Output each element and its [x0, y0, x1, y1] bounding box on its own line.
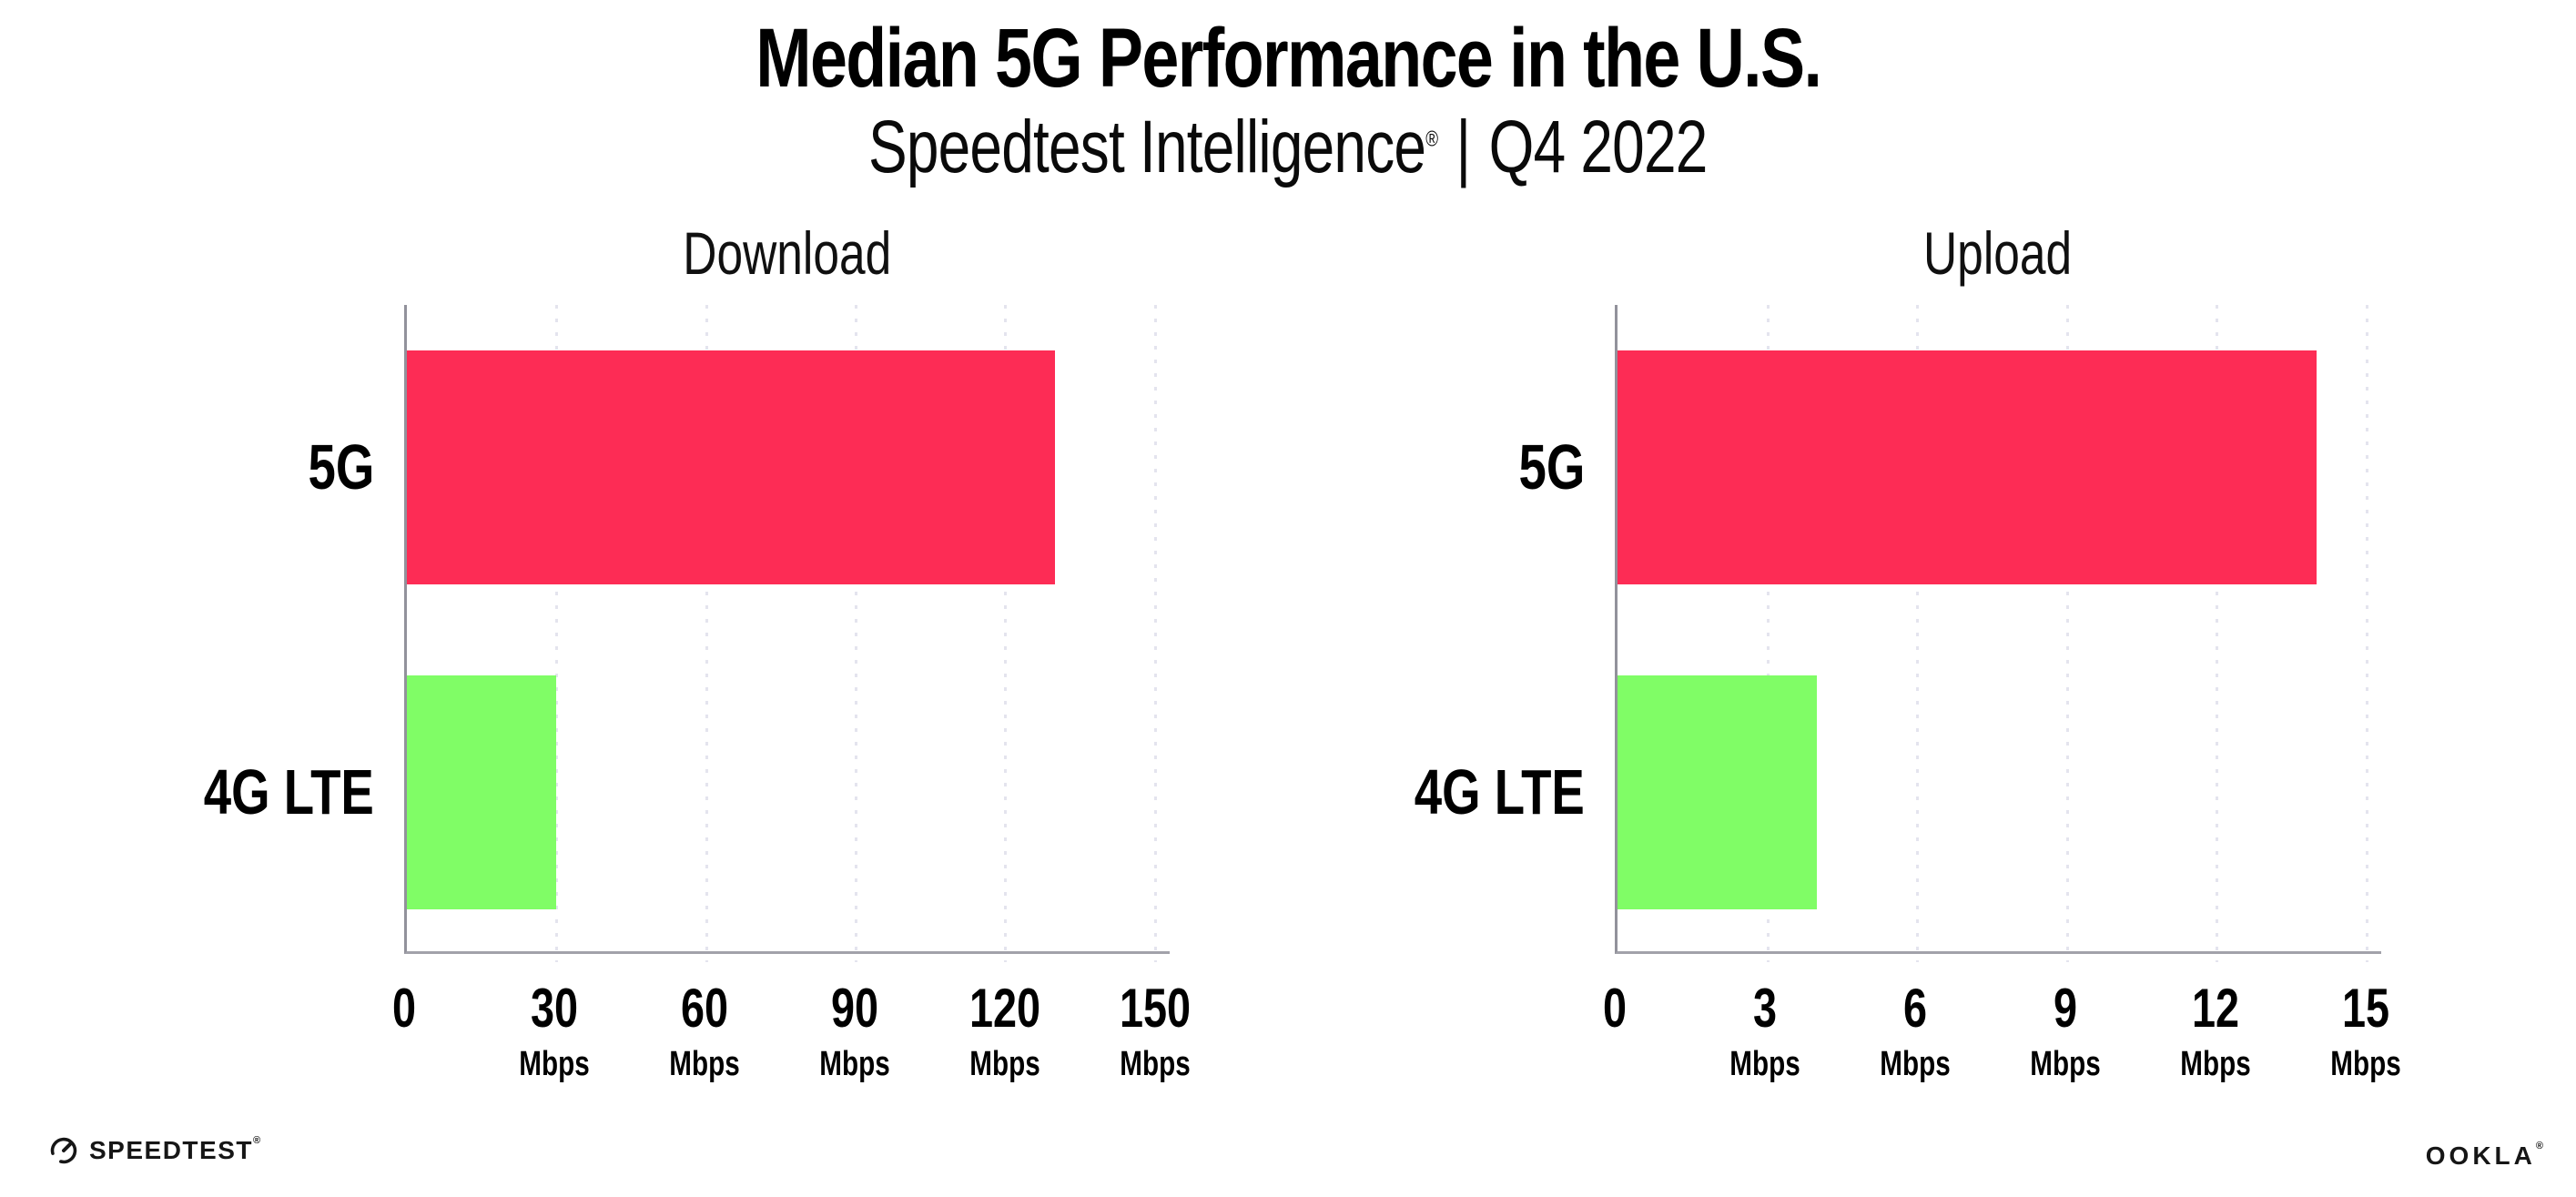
x-tick-unit: Mbps: [519, 1045, 590, 1083]
category-label-5g: 5G: [308, 431, 374, 502]
x-tick-unit: Mbps: [819, 1045, 890, 1083]
category-label-4g-lte: 4G LTE: [1414, 756, 1585, 827]
registered-mark: ®: [2535, 1141, 2547, 1151]
gridline-90: [854, 305, 857, 962]
gridline-6: [1916, 305, 1920, 962]
x-tick-0: 0: [1599, 981, 1629, 1036]
ookla-logo: OOKLA®: [2425, 1141, 2547, 1171]
x-tick-120: 120 Mbps: [959, 978, 1050, 1083]
x-tick-value: 150: [1119, 978, 1191, 1039]
x-tick-9: 9 Mbps: [2021, 978, 2111, 1083]
category-label-5g: 5G: [1518, 431, 1585, 502]
x-tick-60: 60 Mbps: [659, 978, 749, 1083]
x-tick-unit: Mbps: [1880, 1045, 1951, 1083]
x-tick-unit: Mbps: [669, 1045, 740, 1083]
subtitle-brand: Speedtest Intelligence: [868, 105, 1426, 188]
page-subtitle: Speedtest Intelligence® | Q4 2022: [0, 105, 2576, 188]
registered-mark: ®: [252, 1135, 262, 1146]
x-tick-value: 90: [830, 978, 878, 1039]
x-tick-value: 30: [530, 978, 578, 1039]
bar-4g-lte: [1618, 675, 1818, 909]
gridline-150: [1153, 305, 1157, 962]
x-tick-value: 15: [2342, 978, 2390, 1039]
x-tick-value: 6: [1903, 978, 1928, 1039]
x-tick-unit: Mbps: [1729, 1045, 1800, 1083]
x-tick-30: 30 Mbps: [509, 978, 599, 1083]
gridline-30: [555, 305, 559, 962]
download-plot-area: 5G 4G LTE: [204, 305, 1170, 962]
x-tick-value: 0: [1602, 978, 1628, 1039]
speedometer-gauge-icon: [49, 1136, 78, 1165]
gridline-15: [2365, 305, 2368, 962]
bar-5g: [407, 350, 1056, 584]
x-tick-unit: Mbps: [1119, 1045, 1191, 1083]
gridline-60: [705, 305, 708, 962]
speedtest-label: SPEEDTEST®: [89, 1135, 262, 1165]
x-tick-12: 12 Mbps: [2171, 978, 2261, 1083]
download-chart: Download 5G 4G LTE 0 30 Mbps 60 Mbps 90 Mbps 120…: [204, 223, 1191, 1081]
x-tick-unit: Mbps: [2330, 1045, 2402, 1083]
x-tick-90: 90 Mbps: [809, 978, 899, 1083]
download-chart-title: Download: [683, 219, 891, 287]
bar-5g: [1618, 350, 2317, 584]
x-tick-unit: Mbps: [2180, 1045, 2252, 1083]
gridline-3: [1766, 305, 1770, 962]
x-tick-6: 6 Mbps: [1871, 978, 1961, 1083]
upload-chart: Upload 5G 4G LTE 0 3 Mbps 6 Mbps 9 Mbps 12 Mbps 15…: [1415, 223, 2401, 1081]
bar-4g-lte: [407, 675, 557, 909]
speedtest-logo: SPEEDTEST®: [49, 1136, 262, 1165]
page-title: Median 5G Performance in the U.S.: [755, 12, 1822, 105]
upload-plot-area: 5G 4G LTE: [1415, 305, 2381, 962]
gridline-12: [2216, 305, 2219, 962]
x-tick-value: 0: [391, 978, 417, 1039]
gridline-9: [2065, 305, 2069, 962]
x-tick-0: 0: [389, 981, 419, 1036]
x-tick-unit: Mbps: [2030, 1045, 2101, 1083]
x-tick-value: 12: [2192, 978, 2240, 1039]
x-tick-unit: Mbps: [969, 1045, 1040, 1083]
x-tick-value: 120: [969, 978, 1040, 1039]
gridline-120: [1004, 305, 1008, 962]
upload-chart-title: Upload: [1923, 219, 2073, 287]
x-tick-3: 3 Mbps: [1719, 978, 1810, 1083]
x-tick-value: 60: [680, 978, 728, 1039]
category-label-4g-lte: 4G LTE: [203, 756, 374, 827]
chart-header: Median 5G Performance in the U.S. Speedt…: [0, 0, 2576, 187]
subtitle-period: Q4 2022: [1488, 105, 1709, 188]
x-tick-value: 9: [2054, 978, 2078, 1039]
x-tick-15: 15 Mbps: [2321, 978, 2411, 1083]
registered-mark: ®: [1425, 127, 1438, 152]
x-tick-value: 3: [1753, 978, 1778, 1039]
subtitle-separator: |: [1455, 105, 1472, 188]
x-tick-150: 150 Mbps: [1109, 978, 1200, 1083]
